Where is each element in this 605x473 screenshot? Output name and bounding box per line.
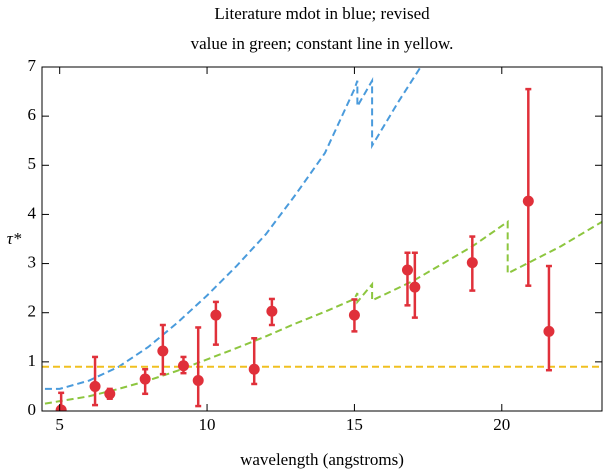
data-point [543, 325, 555, 337]
data-point [466, 257, 478, 269]
x-tick-label: 10 [199, 415, 216, 434]
x-tick-label: 15 [346, 415, 363, 434]
data-point [177, 360, 189, 372]
data-point [401, 264, 413, 276]
chart-title: value in green; constant line in yellow. [191, 34, 454, 53]
series-line [44, 219, 602, 405]
x-axis-label: wavelength (angstroms) [240, 450, 404, 469]
data-point [266, 305, 278, 317]
data-point [157, 345, 169, 357]
data-point [55, 404, 67, 411]
y-tick-label: 6 [28, 105, 37, 124]
plot-frame [41, 66, 603, 412]
chart-title: Literature mdot in blue; revised [214, 4, 430, 23]
y-tick-label: 3 [28, 252, 37, 271]
y-tick-label: 2 [28, 302, 37, 321]
data-point [348, 309, 360, 321]
data-point [89, 380, 101, 392]
series-line [44, 67, 422, 390]
data-point [192, 375, 204, 387]
data-point [139, 373, 151, 385]
y-tick-label: 4 [28, 203, 37, 222]
y-tick-label: 0 [28, 400, 37, 419]
y-axis-label: τ* [7, 229, 22, 248]
data-point [210, 309, 222, 321]
data-point [409, 281, 421, 293]
y-tick-label: 5 [28, 154, 37, 173]
x-tick-label: 5 [55, 415, 64, 434]
data-point [248, 363, 260, 375]
data-point [104, 388, 116, 400]
y-tick-label: 1 [28, 351, 37, 370]
y-tick-label: 7 [28, 56, 37, 75]
x-tick-label: 20 [493, 415, 510, 434]
plot-area [42, 67, 602, 411]
data-point [522, 195, 534, 207]
